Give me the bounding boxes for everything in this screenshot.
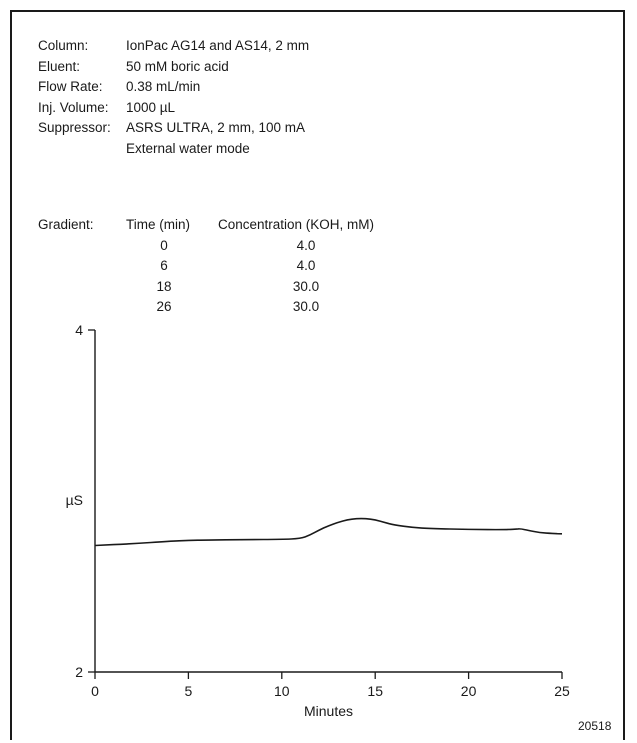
gradient-concentration: 4.0 [296, 237, 316, 253]
condition-value: 1000 µL [126, 99, 176, 115]
condition-row: Flow Rate: 0.38 mL/min [38, 77, 309, 98]
y-axis-label: µS [66, 492, 83, 508]
concentration-column-header: Concentration (KOH, mM) [218, 217, 375, 232]
conditions-block: Column: IonPac AG14 and AS14, 2 mm Eluent:… [38, 36, 309, 159]
x-tick-label: 25 [554, 683, 570, 699]
gradient-rows: 0 4.0 6 4.0 18 30.0 26 30.0 [38, 236, 374, 318]
condition-key: Suppressor: [38, 120, 111, 135]
x-tick-label: 15 [367, 683, 383, 699]
gradient-row: 6 4.0 [38, 256, 374, 277]
condition-value: 50 mM boric acid [126, 58, 229, 74]
condition-key: Inj. Volume: [38, 99, 109, 115]
condition-value: 0.38 mL/min [126, 79, 201, 94]
gradient-concentration: 30.0 [292, 299, 320, 314]
x-tick-label: 0 [91, 683, 99, 699]
condition-key: Column: [38, 38, 89, 53]
gradient-table: Gradient: Time (min) Concentration (KOH,… [38, 215, 374, 318]
gradient-row: 0 4.0 [38, 236, 374, 257]
y-tick-label: 2 [75, 664, 83, 680]
figure-number: 20518 [578, 719, 612, 733]
gradient-row: 26 30.0 [38, 297, 374, 318]
condition-row: Eluent: 50 mM boric acid [38, 57, 309, 78]
x-tick-label: 20 [461, 683, 477, 699]
x-tick-label: 10 [274, 683, 290, 699]
x-tick-label: 5 [185, 683, 193, 699]
condition-row: Column: IonPac AG14 and AS14, 2 mm [38, 36, 309, 57]
condition-value: ASRS ULTRA, 2 mm, 100 mA [126, 120, 306, 135]
condition-value: IonPac AG14 and AS14, 2 mm [126, 38, 310, 53]
gradient-concentration: 4.0 [296, 258, 316, 273]
condition-row: External water mode [38, 139, 309, 160]
gradient-time: 0 [160, 237, 168, 253]
axes: 0 5 10 15 20 25 2 4 Minutes µS [66, 322, 570, 719]
gradient-time: 18 [156, 278, 172, 294]
y-tick-label: 4 [75, 322, 83, 338]
gradient-row: 18 30.0 [38, 277, 374, 298]
x-axis-label: Minutes [304, 703, 353, 719]
chromatogram-trace [94, 517, 563, 547]
condition-row: Suppressor: ASRS ULTRA, 2 mm, 100 mA [38, 118, 309, 139]
gradient-time: 26 [156, 299, 172, 314]
figure-frame [10, 10, 625, 740]
condition-key: Eluent: [38, 58, 81, 74]
gradient-concentration: 30.0 [292, 278, 320, 294]
condition-key: Flow Rate: [38, 79, 103, 94]
condition-row: Inj. Volume: 1000 µL [38, 98, 309, 119]
condition-value: External water mode [126, 140, 250, 156]
gradient-time: 6 [160, 258, 168, 273]
gradient-label: Gradient: [38, 217, 94, 232]
time-column-header: Time (min) [126, 217, 190, 232]
